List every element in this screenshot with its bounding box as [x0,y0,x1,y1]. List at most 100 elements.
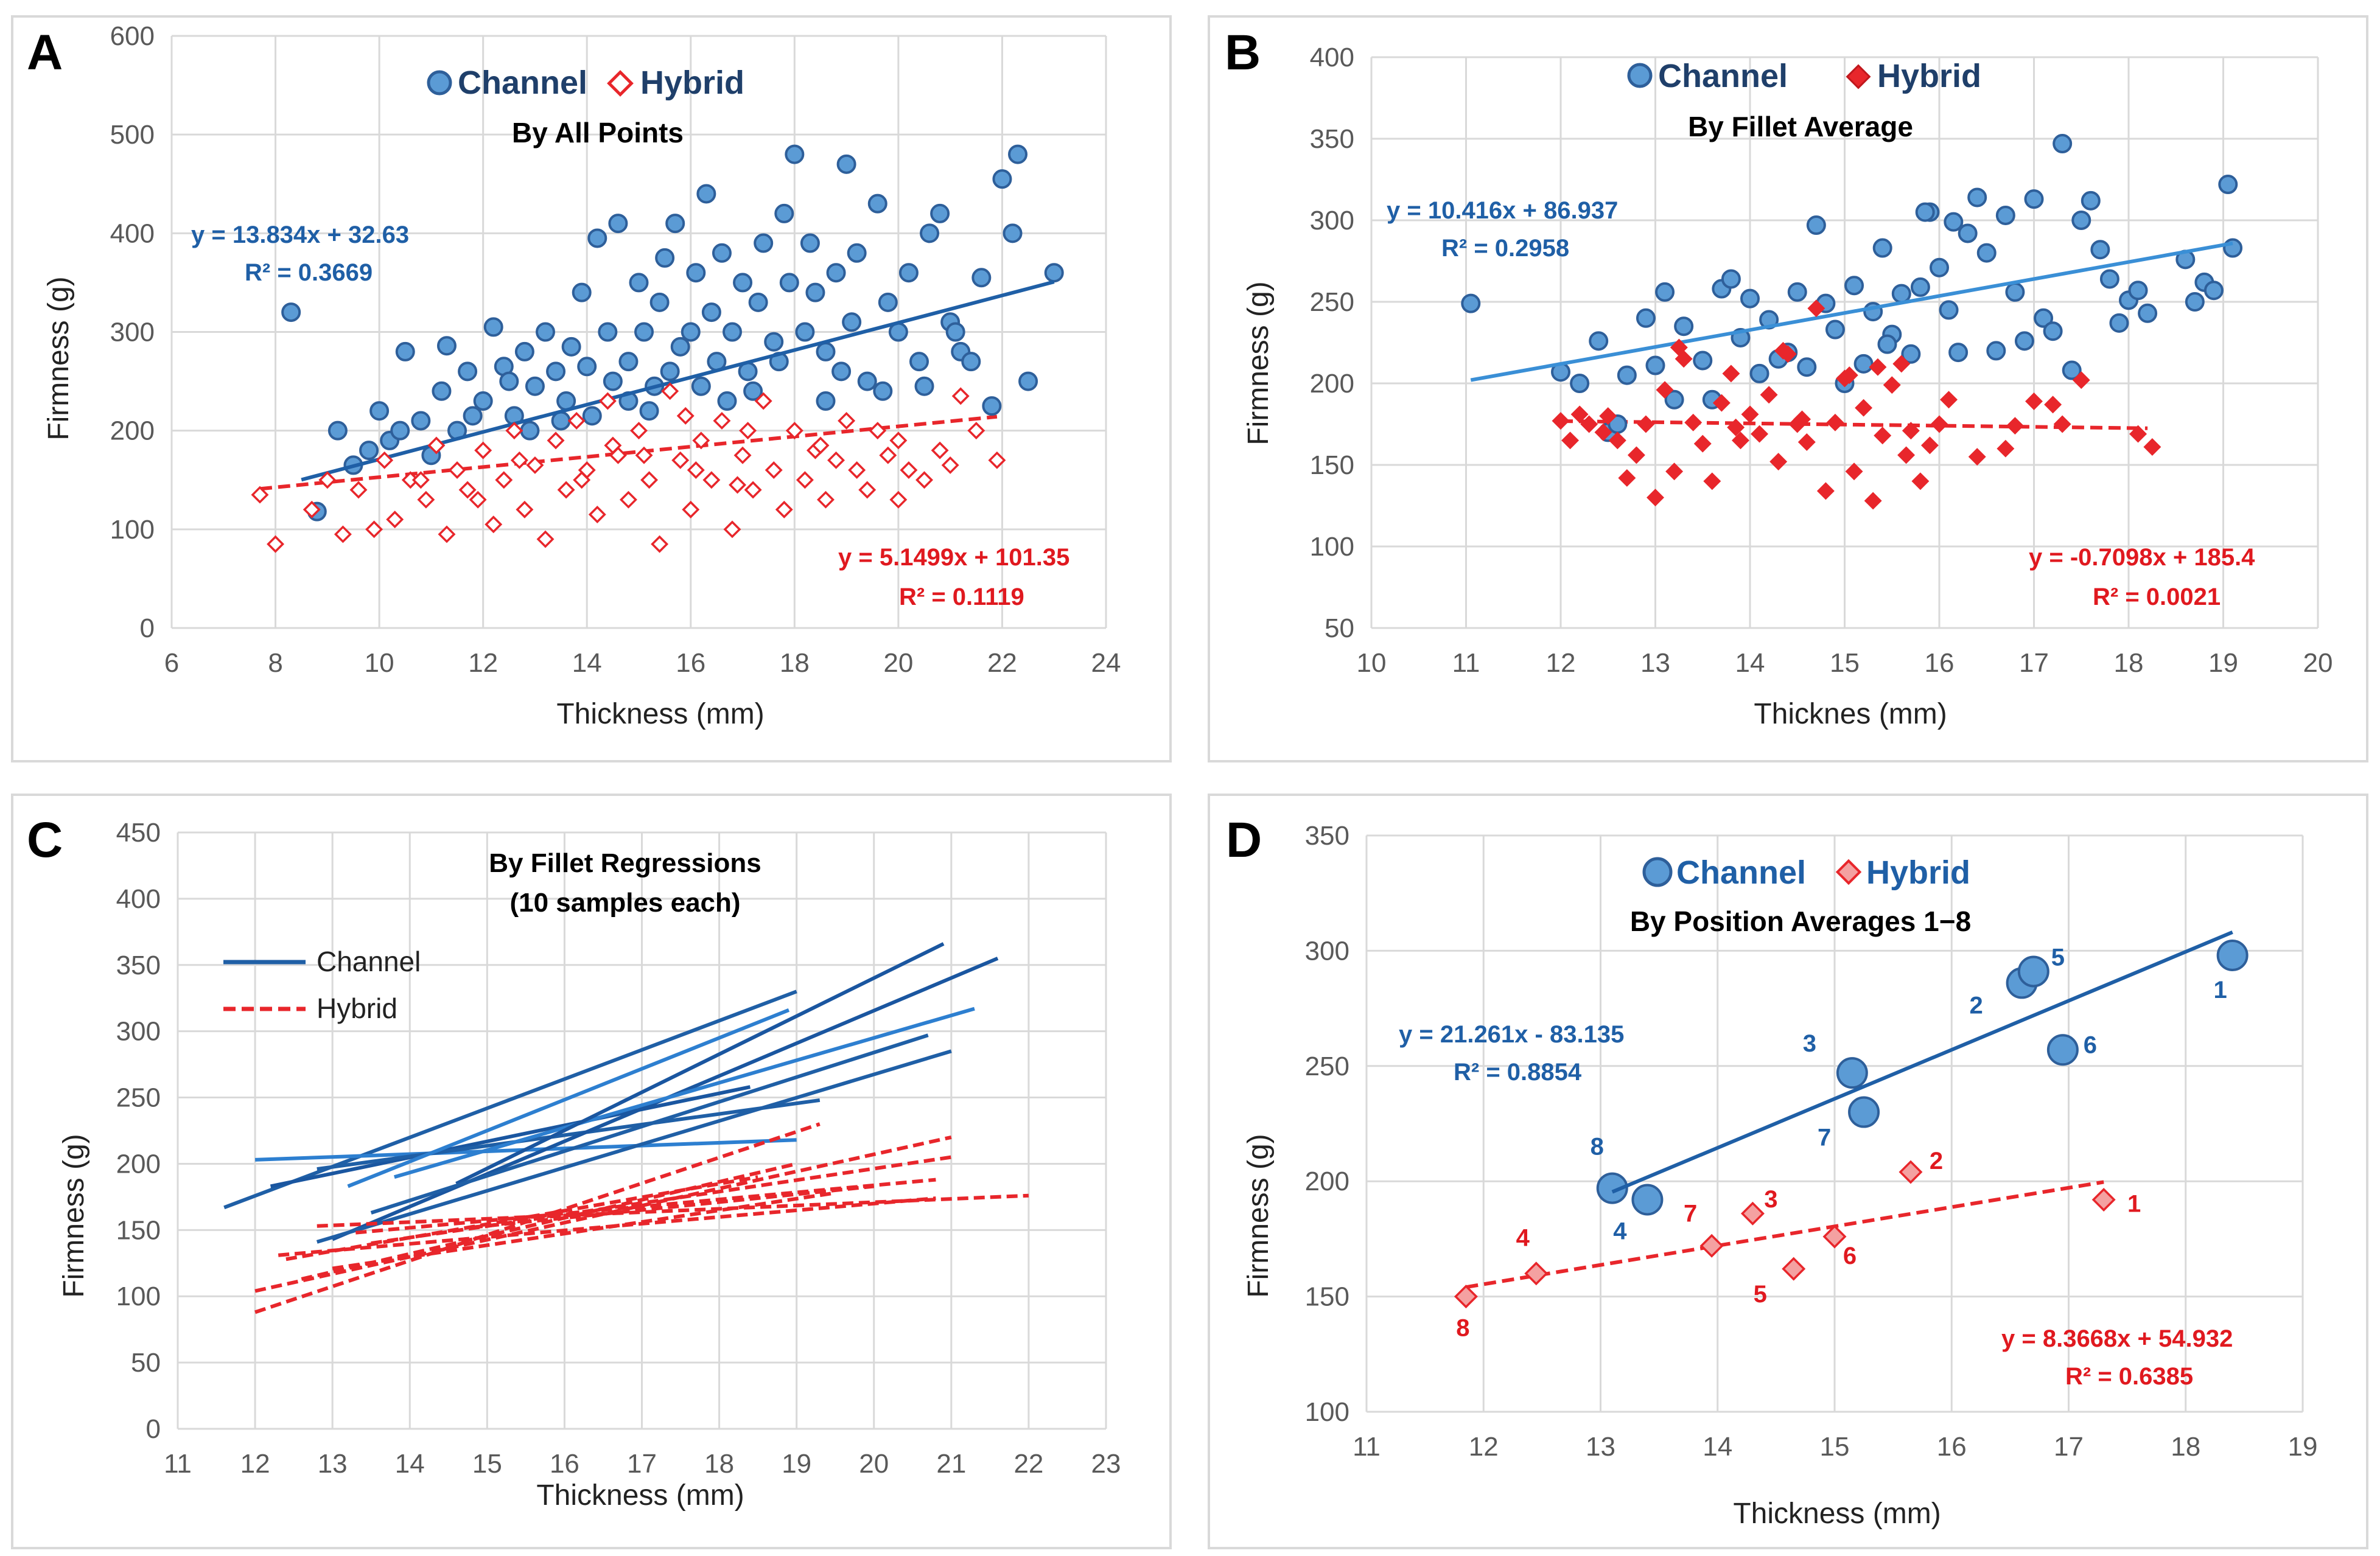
channel-point [634,322,654,342]
channel-point-label: 2 [1969,992,1983,1019]
channel-point [816,391,836,411]
legend-d-hybrid-label: Hybrid [1866,854,1970,891]
chart-title-d: By Position Averages 1−8 [1630,905,1971,937]
y-tick-label: 0 [140,613,155,643]
channel-point [805,282,825,302]
hybrid-point [334,525,352,543]
x-tick-label: 16 [550,1449,579,1479]
channel-point [1664,389,1684,410]
channel-point [639,401,659,421]
legend-d: Channel Hybrid [1642,854,1970,891]
channel-point [2034,308,2054,328]
y-tick-label: 400 [1310,43,1354,72]
x-tick-label: 16 [1925,648,1955,678]
hybrid-point [1731,431,1749,450]
y-tick-label: 100 [1305,1397,1349,1427]
hybrid-point [349,481,368,499]
y-tick-label: 300 [116,1017,161,1047]
x-tick-label: 12 [1469,1432,1499,1462]
hybrid-point [1782,1257,1806,1281]
channel-point [1901,344,1921,364]
channel-point [1958,223,1978,243]
x-tick-label: 17 [627,1449,657,1479]
panel-a: 6 8 10 12 14 16 18 20 22 24 0 100 200 300 400 500 600 A … [11,15,1172,762]
hybrid-point [1594,423,1612,441]
chart-b: 10 11 12 13 14 15 16 17 18 19 20 50 100 150 200 250 300 3… [1225,25,2333,730]
y-tick-label: 450 [116,818,161,848]
channel-point [774,203,794,223]
channel-point [2218,175,2238,195]
point-labels-d: 1 2 3 4 5 6 7 8 1 2 3 4 5 6 7 8 [1456,944,2227,1341]
channel-point [701,302,721,323]
chart-title-a: By All Points [512,117,684,148]
x-tick-label: 20 [859,1449,889,1479]
channel-trendline [301,280,1055,482]
x-tick-label: 11 [1353,1432,1381,1462]
hybrid-point [1892,355,1911,373]
hybrid-point [775,500,793,518]
hybrid-point [785,422,803,440]
hybrid-point [1997,439,2015,458]
x-tick-label: 17 [2019,648,2049,678]
hybrid-point [1869,358,1887,376]
hybrid-point [619,490,637,509]
hybrid-point [941,456,959,474]
hybrid-point [1684,413,1703,431]
x-tick-label: 15 [1830,648,1860,678]
channel-point [878,292,898,312]
legend-c: Channel Hybrid [223,946,421,1024]
x-axis-label-b: Thicknes (mm) [1754,698,1947,730]
hybrid-point [1741,405,1759,424]
equation-d-hybrid: y = 8.3668x + 54.932 [2001,1325,2233,1352]
regression-lines-a [259,414,998,491]
channel-point [603,371,623,391]
channel-point [930,203,950,223]
channel-regression-line [316,1049,952,1244]
channel-point [1636,308,1656,328]
hybrid-point [267,535,285,553]
x-tick-label: 11 [1452,648,1480,678]
channel-regression-line [347,1008,790,1188]
x-tick-label: 16 [1937,1432,1967,1462]
channel-point [1645,355,1665,375]
channel-point [800,233,820,253]
x-tick-label: 22 [987,648,1017,678]
channel-point [945,322,965,342]
channel-point [1915,202,1935,222]
hybrid-point [838,411,856,430]
hybrid-point [474,441,492,459]
y-tick-label: 400 [116,884,161,914]
channel-point [536,322,555,342]
r2-b-channel: R² = 0.2958 [1441,235,1569,262]
channel-point [1944,212,1964,232]
channel-point-label: 1 [2214,977,2227,1003]
channel-point [2071,211,2091,230]
panel-letter-d: D [1226,812,1262,868]
ticks-a: 6 8 10 12 14 16 18 20 22 24 0 100 200 300 400 500 600 [110,21,1121,678]
channel-point [857,371,877,391]
channel-point [2053,134,2073,154]
channel-point [670,337,690,357]
channel-point [842,312,862,332]
channel-point [898,263,919,283]
hybrid-point [505,422,523,440]
hybrid-point [1797,433,1816,451]
hybrid-regression-line [278,1196,936,1257]
x-tick-label: 18 [780,648,810,678]
channel-point [327,420,348,441]
legend-b-channel-marker [1627,63,1653,88]
y-tick-label: 350 [1310,124,1354,154]
hybrid-point [1845,462,1863,481]
channel-point [2046,1034,2079,1066]
grid-b [1370,56,2319,629]
channel-point [712,243,732,263]
legend-c-hybrid-label: Hybrid [317,993,397,1024]
channel-point [577,357,597,377]
hybrid-point [1769,453,1788,471]
channel-point [1872,238,1892,258]
hybrid-point [1911,472,1930,490]
hybrid-point [303,500,321,518]
channel-point [582,406,602,426]
channel-point [795,322,815,342]
hybrid-point [417,490,435,509]
